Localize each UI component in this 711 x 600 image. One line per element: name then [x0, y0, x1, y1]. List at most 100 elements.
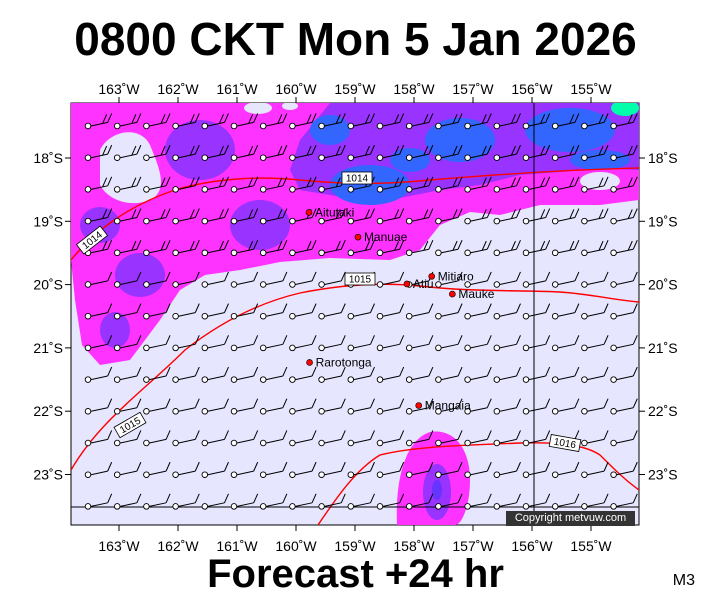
wind-barb	[143, 430, 171, 447]
wind-barb	[289, 113, 317, 130]
wind-barb	[113, 303, 142, 320]
wind-barb	[435, 461, 463, 478]
isobar-label: 1015	[349, 275, 372, 286]
rain-area-heavy	[425, 118, 495, 162]
wind-barb	[464, 144, 492, 161]
wind-barb	[347, 113, 375, 130]
wind-barb	[113, 271, 142, 288]
wind-barb	[172, 335, 200, 352]
wind-barb	[581, 240, 609, 257]
wind-barb	[347, 335, 375, 352]
longitude-label: 161˚W	[216, 538, 258, 554]
wind-barb	[172, 271, 200, 288]
wind-barb	[581, 335, 609, 352]
wind-barb	[143, 271, 171, 288]
place-label: Mangaia	[425, 399, 471, 413]
wind-barb	[230, 430, 259, 447]
wind-barb	[435, 113, 463, 130]
wind-barb	[172, 398, 200, 415]
wind-barb	[172, 176, 200, 193]
wind-barb	[610, 208, 638, 225]
wind-barb	[376, 303, 405, 320]
wind-barb	[581, 303, 609, 320]
wind-barb	[230, 398, 259, 415]
wind-barb	[522, 113, 551, 130]
isobar-label: 1016	[553, 437, 577, 452]
wind-barb	[610, 303, 638, 320]
wind-barb	[143, 398, 171, 415]
wind-barb	[84, 335, 113, 352]
latitude-label: 22˚S	[648, 403, 678, 419]
wind-barb	[201, 430, 229, 447]
wind-barb	[640, 494, 666, 509]
wind-barb	[464, 176, 492, 193]
wind-barb	[551, 398, 580, 415]
longitude-label: 159˚W	[334, 81, 376, 97]
wind-barb	[289, 303, 317, 320]
rain-area-medium	[165, 120, 235, 180]
latitude-label: 19˚S	[33, 213, 63, 229]
wind-barb	[610, 335, 638, 352]
wind-barb	[610, 113, 638, 130]
wind-barb	[551, 144, 580, 161]
map-axes: 163˚W 163˚W 162˚W 162˚W 161˚W 161˚W 160˚W 160˚W…	[33, 81, 677, 554]
wind-barb	[435, 208, 463, 225]
wind-barb	[551, 366, 580, 383]
wind-barb	[318, 430, 346, 447]
wind-barb	[143, 144, 171, 161]
latitude-label: 21˚S	[33, 340, 63, 356]
place-mitiaro: Mitiaro	[428, 269, 474, 283]
longitude-label: 163˚W	[98, 538, 140, 554]
wind-barb	[493, 303, 521, 320]
wind-barb	[143, 493, 171, 510]
wind-barb	[113, 430, 142, 447]
wind-barb	[201, 461, 229, 478]
wind-barb	[640, 367, 666, 382]
wind-barb	[318, 335, 346, 352]
place-markers: Aitutaki Manuae Mitiaro Atiu Mauke Rarotonga M…	[305, 205, 495, 413]
wind-barb	[259, 113, 288, 130]
wind-barb	[581, 113, 609, 130]
latitude-label: 23˚S	[33, 467, 63, 483]
wind-barb	[259, 335, 288, 352]
wind-barb	[230, 461, 259, 478]
wind-barb	[435, 335, 463, 352]
place-marker	[415, 402, 423, 409]
wind-barb	[259, 176, 288, 193]
wind-barb	[318, 461, 346, 478]
wind-barb	[230, 335, 259, 352]
wind-barb	[522, 176, 551, 193]
clear-patch	[100, 132, 161, 204]
isobar-labels: 1014 1014 1015 1015 1016	[75, 171, 582, 452]
wind-barb	[376, 113, 405, 130]
wind-barb	[84, 176, 113, 193]
place-marker	[428, 273, 436, 280]
wind-barb	[259, 366, 288, 383]
place-label: Manuae	[364, 230, 408, 244]
wind-barb	[84, 303, 113, 320]
place-label: Atiu	[413, 277, 434, 291]
wind-barb	[172, 144, 200, 161]
place-marker	[354, 233, 362, 241]
wind-barb	[259, 240, 288, 257]
wind-barb	[201, 366, 229, 383]
wind-barb	[405, 461, 434, 478]
place-marker	[306, 359, 313, 366]
wind-barb	[522, 271, 551, 288]
wind-barb	[493, 208, 521, 225]
wind-barb	[435, 398, 463, 415]
wind-barb	[493, 398, 521, 415]
wind-barb	[376, 461, 405, 478]
latitude-label: 18˚S	[33, 150, 63, 166]
wind-barb	[230, 240, 259, 257]
wind-barb	[201, 208, 229, 225]
panel-id: M3	[672, 572, 695, 589]
wind-barb	[113, 366, 142, 383]
wind-barb	[113, 113, 142, 130]
isobar-line	[317, 442, 639, 525]
wind-barb	[376, 398, 405, 415]
wind-barb	[289, 430, 317, 447]
wind-barb	[640, 240, 666, 255]
wind-barb	[172, 366, 200, 383]
wind-barb	[551, 240, 580, 257]
